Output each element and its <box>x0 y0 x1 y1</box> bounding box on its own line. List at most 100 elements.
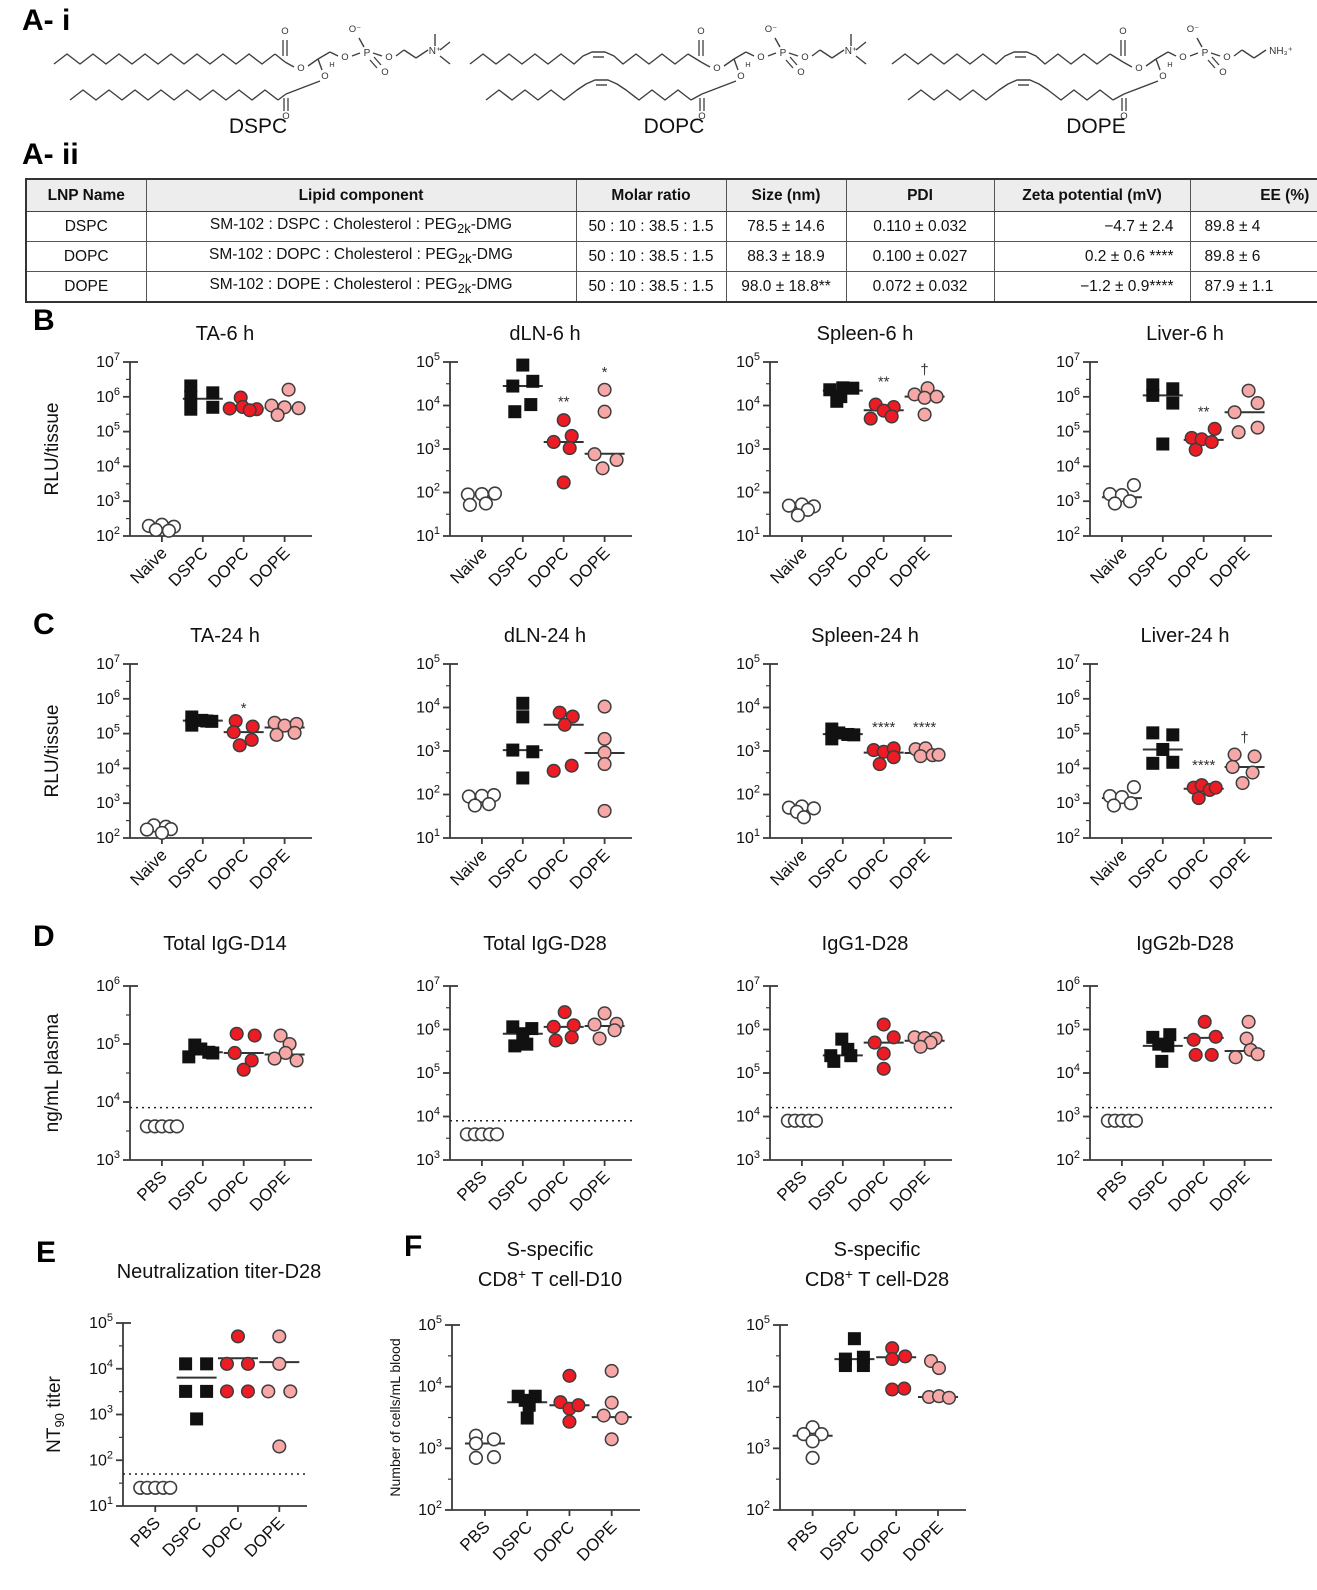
data-point <box>200 1357 214 1371</box>
scatter-group-dope <box>264 715 305 742</box>
significance-label: † <box>920 361 928 378</box>
data-point <box>486 1432 502 1447</box>
y-tick-label: 103 <box>418 1437 442 1457</box>
data-point <box>227 1045 242 1061</box>
panel-label-a-ii: A- ii <box>22 138 79 171</box>
table-cell: 0.110 ± 0.032 <box>845 211 995 242</box>
data-point <box>244 732 259 747</box>
y-tick-label: 104 <box>746 1376 770 1396</box>
chart-igg28: Total IgG-D28 103 104 105 106 107 PBS DSPC DOPC D… <box>350 916 670 1226</box>
table-header-cell: EE (%) <box>1189 178 1317 212</box>
data-point <box>287 725 302 740</box>
table-cell: SM-102 : DSPC : Cholesterol : PEG2k-DMG <box>145 211 577 242</box>
svg-text:H: H <box>329 60 334 69</box>
data-point <box>206 386 220 400</box>
chart-svg-spleen6: Spleen-6 h 101 102 103 104 105 NaiveDSPCDOPCDO… <box>736 323 952 592</box>
y-tick-label: 105 <box>416 1062 440 1082</box>
y-tick-label: 102 <box>89 1449 113 1469</box>
y-tick-label: 107 <box>96 351 120 371</box>
y-tick-label: 104 <box>736 697 760 717</box>
data-point <box>597 1006 612 1021</box>
scatter-group-dope <box>264 1028 305 1068</box>
data-point <box>1128 1113 1144 1128</box>
x-category-label-dopc: DOPC <box>844 543 892 591</box>
y-tick-label: 105 <box>736 351 760 371</box>
chart-title: CD8+ T cell-D10 <box>478 1266 622 1291</box>
data-point <box>1250 396 1265 411</box>
lnp-table: LNP Name Lipid component Molar ratio Size (… <box>25 178 1317 303</box>
x-category-label-dopc: DOPC <box>524 1167 572 1215</box>
data-point <box>206 1046 220 1060</box>
data-point <box>240 1356 255 1371</box>
data-point <box>261 1384 276 1399</box>
data-point <box>154 825 170 841</box>
data-point <box>1107 496 1123 511</box>
x-category-label-dopc: DOPC <box>530 1517 578 1565</box>
chart-title: TA-24 h <box>190 625 260 647</box>
chart-svg-cd8d10: S-specific CD8+ T cell-D10 Number of cells… <box>390 1239 640 1566</box>
x-category-label-dspc: DSPC <box>165 1167 212 1214</box>
table-row: DSPC SM-102 : DSPC : Cholesterol : PEG2k-… <box>25 211 1317 242</box>
svg-text:O: O <box>385 52 392 63</box>
x-category-label-dope: DOPE <box>886 1167 934 1215</box>
y-tick-label: 104 <box>416 395 440 415</box>
data-point <box>597 745 612 760</box>
scatter-group-dspc <box>822 1032 863 1068</box>
data-point <box>805 1434 820 1449</box>
table-header-cell: Molar ratio <box>575 178 727 212</box>
data-point <box>1241 383 1256 398</box>
chart-svg-igg28: Total IgG-D28 103 104 105 106 107 PBSDSPCDOPCD… <box>416 933 632 1216</box>
data-point <box>1156 742 1170 756</box>
data-point <box>478 496 494 511</box>
y-tick-label: 107 <box>736 975 760 995</box>
data-point <box>796 1427 811 1442</box>
y-axis: 102 103 104 105 106 <box>1056 975 1098 1169</box>
scatter-group-dope <box>591 1363 632 1447</box>
x-category-label-dspc: DSPC <box>1125 543 1172 590</box>
data-point <box>557 717 572 732</box>
data-point <box>609 452 624 468</box>
chart-title: Total IgG-D14 <box>163 933 286 955</box>
chart-title: Neutralization titer-D28 <box>117 1261 322 1283</box>
scatter-group-pbs <box>780 1113 824 1128</box>
data-point <box>587 1017 602 1032</box>
x-category-label-dspc: DSPC <box>805 1167 852 1214</box>
x-category-label-dope: DOPE <box>886 845 934 893</box>
table-header-cell: PDI <box>845 178 995 212</box>
y-tick-label: 106 <box>96 688 120 708</box>
data-point <box>1188 1047 1203 1062</box>
data-point <box>1250 1047 1265 1062</box>
data-point <box>1204 1047 1219 1062</box>
svg-text:NH₃⁺: NH₃⁺ <box>1269 46 1293 57</box>
structure-dopc: O O O H O O P O⁻ O O N⁺ DOPC <box>458 12 890 138</box>
svg-text:O: O <box>1219 67 1226 78</box>
chart-dln24: dLN-24 h 101 102 103 104 105 Naive DSPC DOPC DOPE <box>350 608 670 910</box>
y-tick-label: 104 <box>736 1106 760 1126</box>
panel-label-e: E <box>36 1236 57 1269</box>
data-point <box>270 407 285 423</box>
data-point <box>526 745 540 759</box>
scatter-group-naive <box>781 497 822 523</box>
scatter-group-dspc <box>1142 1028 1183 1068</box>
data-point <box>898 1349 913 1364</box>
y-tick-label: 101 <box>416 827 440 847</box>
data-point <box>597 757 612 772</box>
chart-ta6: TA-6 h RLU/tissue 102 103 104 105 106 107 Naive D… <box>30 306 350 608</box>
y-tick-label: 105 <box>96 1033 120 1053</box>
data-point <box>847 1332 861 1346</box>
data-point <box>486 1450 502 1465</box>
data-point <box>886 1030 901 1045</box>
y-axis-label: Number of cells/mL blood <box>390 1338 403 1496</box>
svg-text:O: O <box>321 71 328 82</box>
data-point <box>508 1039 522 1053</box>
scatter-group-naive <box>461 787 502 813</box>
data-point <box>1225 759 1240 775</box>
y-tick-label: 106 <box>1056 688 1080 708</box>
data-point <box>897 1381 912 1396</box>
data-point <box>614 1410 629 1426</box>
svg-text:O: O <box>737 71 744 82</box>
scatter-group-pbs <box>464 1428 505 1465</box>
